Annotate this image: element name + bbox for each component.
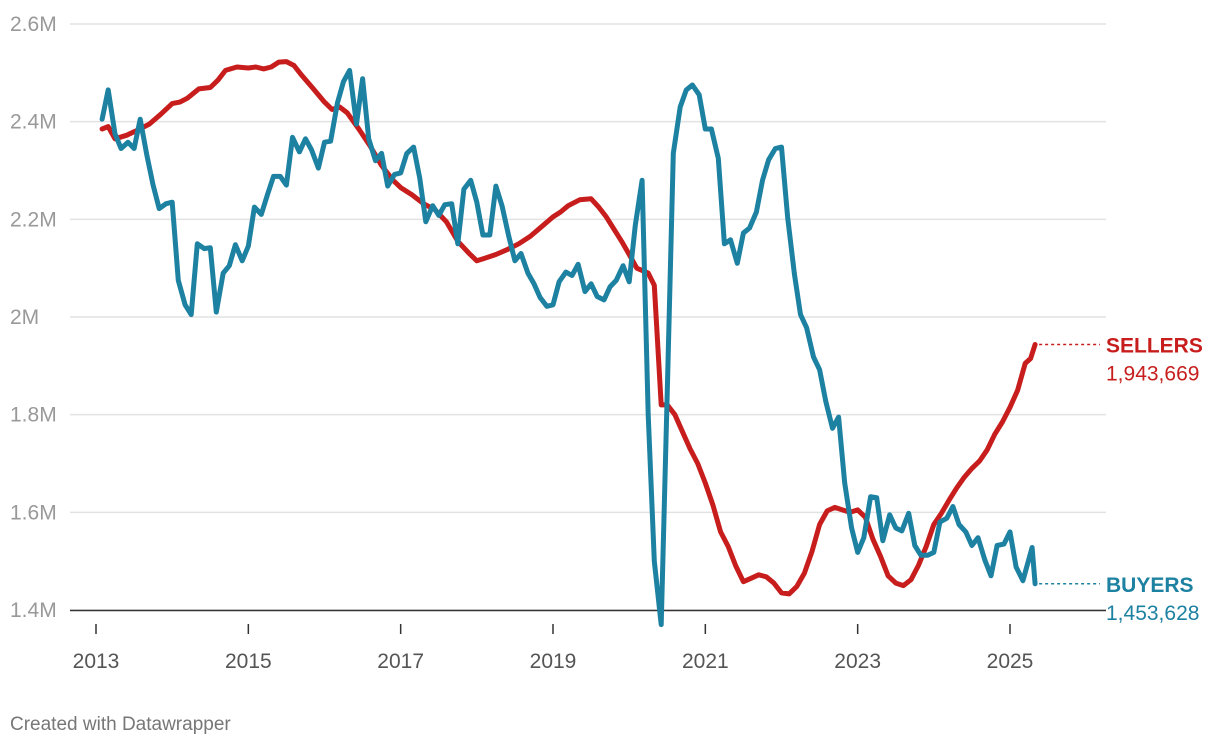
- y-tick-label: 1.6M: [10, 501, 57, 524]
- x-tick-label: 2013: [73, 650, 120, 673]
- x-tick-label: 2023: [834, 650, 881, 673]
- series-label-buyers: BUYERS: [1106, 574, 1194, 597]
- series-value-sellers: 1,943,669: [1106, 363, 1199, 386]
- series-end-labels: SELLERS 1,943,669 BUYERS 1,453,628: [1039, 335, 1203, 625]
- x-tick-label: 2021: [682, 650, 729, 673]
- series-label-sellers: SELLERS: [1106, 335, 1203, 358]
- y-tick-label: 2.2M: [10, 208, 57, 231]
- x-axis: 2013 2015 2017 2019 2021 2023 2025: [70, 609, 1106, 673]
- x-tick-label: 2015: [225, 650, 272, 673]
- y-tick-label: 2.4M: [10, 111, 57, 134]
- series-line-sellers[interactable]: [99, 59, 1038, 597]
- y-tick-label: 1.4M: [10, 599, 57, 622]
- y-tick-label: 2M: [10, 306, 39, 329]
- gridlines: [70, 23, 1106, 611]
- series-lines: [99, 59, 1038, 628]
- series-line-buyers[interactable]: [99, 67, 1038, 628]
- x-tick-label: 2017: [377, 650, 424, 673]
- y-tick-label: 1.8M: [10, 404, 57, 427]
- datawrapper-credit[interactable]: Created with Datawrapper: [10, 714, 231, 735]
- y-axis-ticks: 1.4M 1.6M 1.8M 2M 2.2M 2.4M 2.6M: [10, 13, 57, 622]
- x-tick-label: 2025: [987, 650, 1034, 673]
- x-tick-label: 2019: [530, 650, 577, 673]
- series-value-buyers: 1,453,628: [1106, 602, 1199, 625]
- y-tick-label: 2.6M: [10, 13, 57, 36]
